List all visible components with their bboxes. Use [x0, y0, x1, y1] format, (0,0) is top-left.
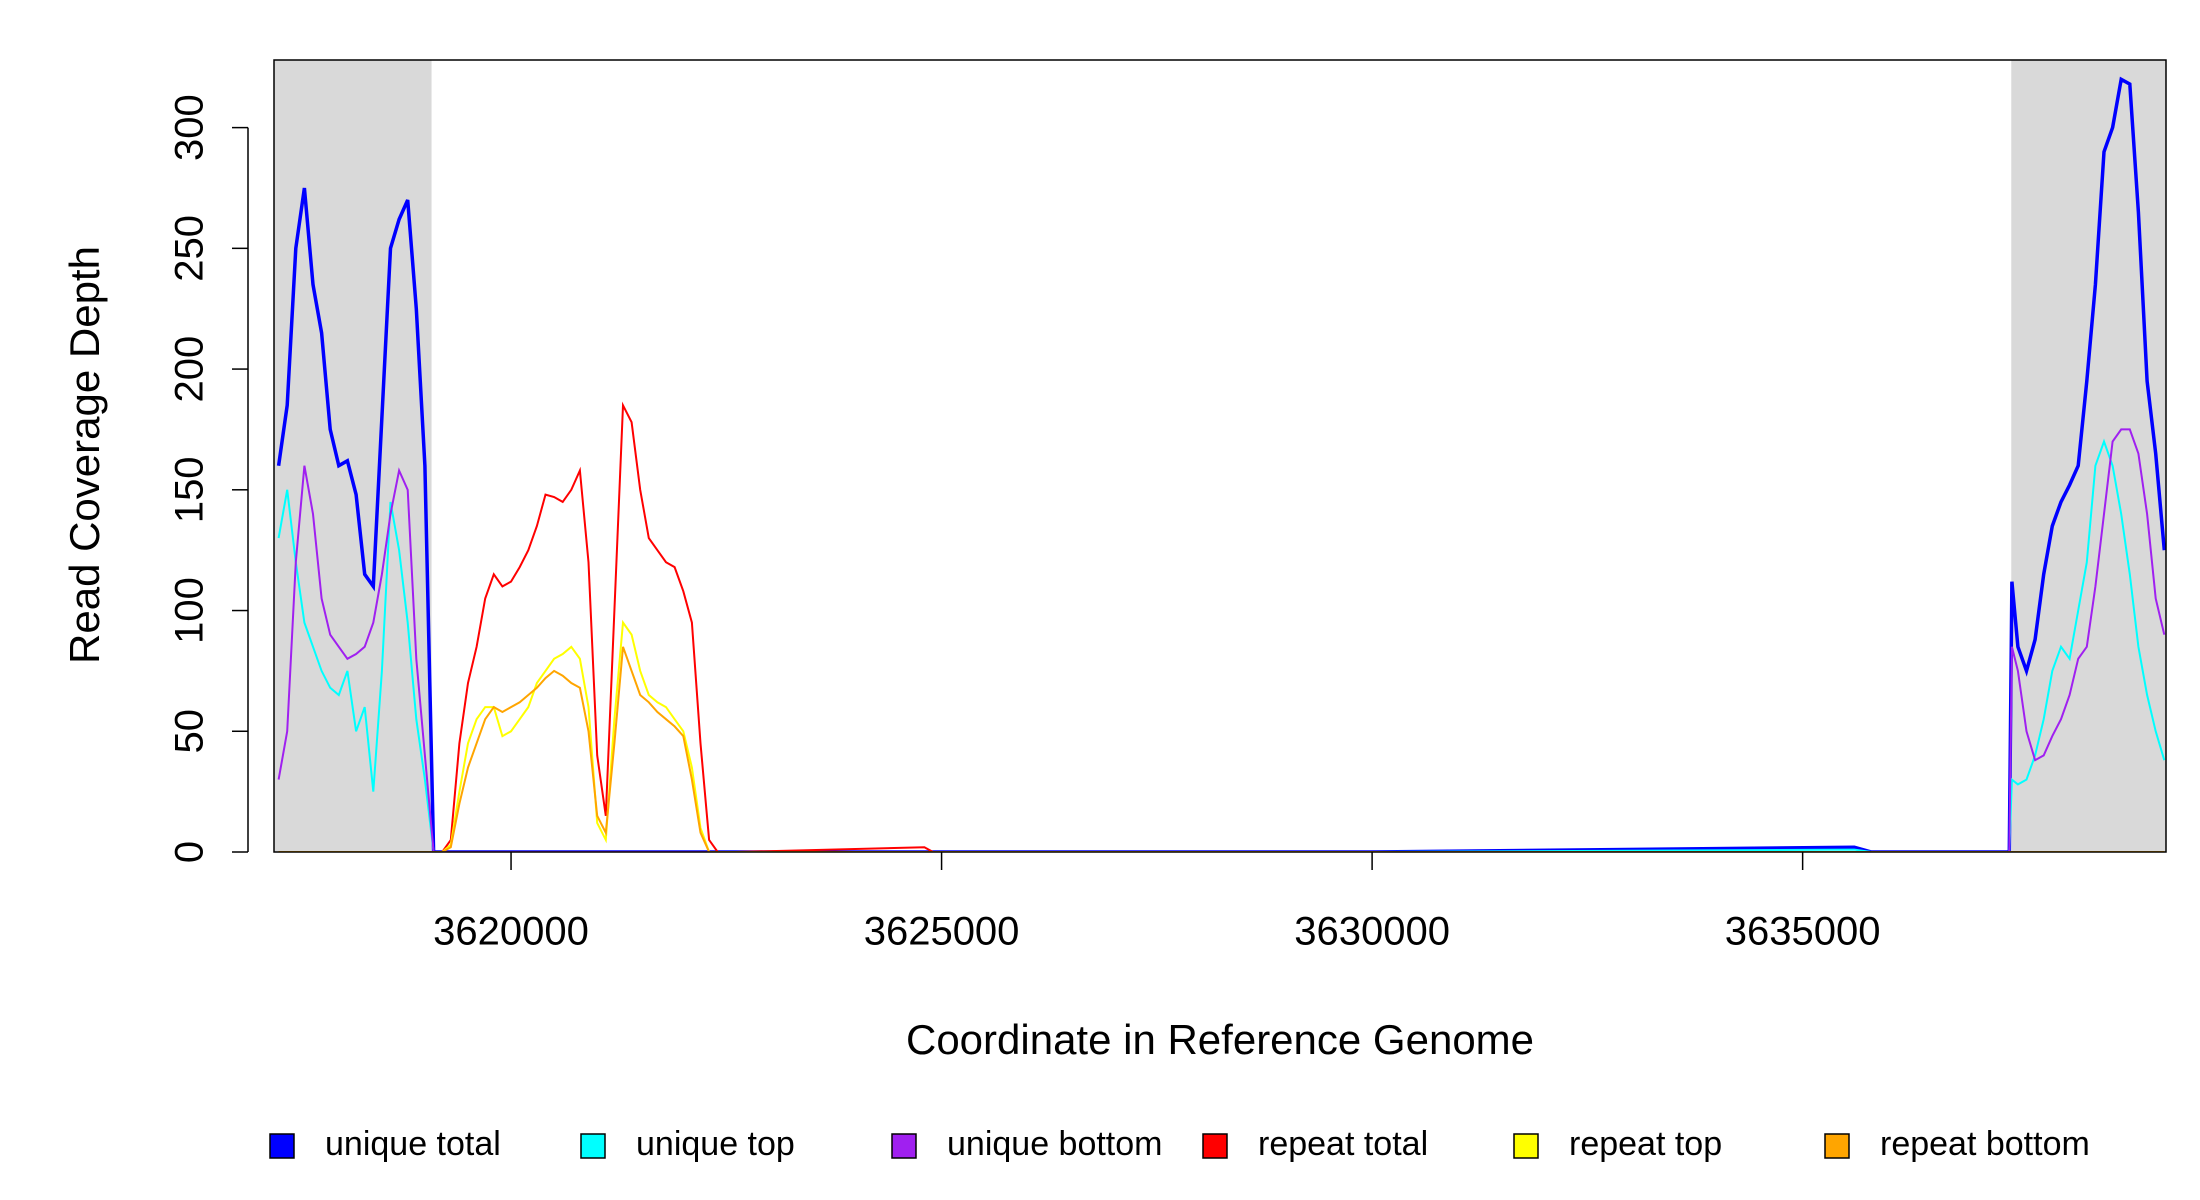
legend-label: repeat top — [1569, 1125, 1722, 1163]
series-line — [278, 646, 2165, 852]
legend-label: unique top — [636, 1125, 795, 1163]
series-line — [277, 438, 2166, 852]
x-tick-label: 3625000 — [864, 910, 1020, 954]
x-tick-label: 3630000 — [1294, 910, 1450, 954]
x-tick-label: 3620000 — [433, 910, 589, 954]
y-axis-title: Read Coverage Depth — [61, 246, 108, 664]
legend-swatch — [1513, 1133, 1539, 1159]
legend-label: repeat total — [1258, 1125, 1428, 1163]
y-tick-label: 200 — [168, 336, 212, 403]
legend-swatch — [1202, 1133, 1228, 1159]
series-line — [278, 619, 2165, 852]
series-line — [277, 428, 2166, 852]
highlight-region — [274, 60, 432, 852]
plot-frame — [273, 59, 2167, 853]
y-tick-label: 50 — [168, 709, 212, 754]
legend-swatch — [891, 1133, 917, 1159]
y-tick-label: 300 — [168, 94, 212, 161]
highlight-region — [2011, 60, 2166, 852]
y-tick-label: 250 — [168, 215, 212, 282]
legend-swatch — [269, 1133, 295, 1159]
y-tick-label: 150 — [168, 456, 212, 523]
legend-swatch — [1824, 1133, 1850, 1159]
legend-label: repeat bottom — [1880, 1125, 2090, 1163]
legend-label: unique total — [325, 1125, 501, 1163]
series-line — [278, 401, 2165, 852]
x-tick-label: 3635000 — [1725, 910, 1881, 954]
series-line — [276, 76, 2166, 852]
y-tick-label: 0 — [168, 841, 212, 863]
y-tick-label: 100 — [168, 577, 212, 644]
x-axis-title: Coordinate in Reference Genome — [906, 1016, 1534, 1063]
legend-label: unique bottom — [947, 1125, 1163, 1163]
legend-swatch — [580, 1133, 606, 1159]
